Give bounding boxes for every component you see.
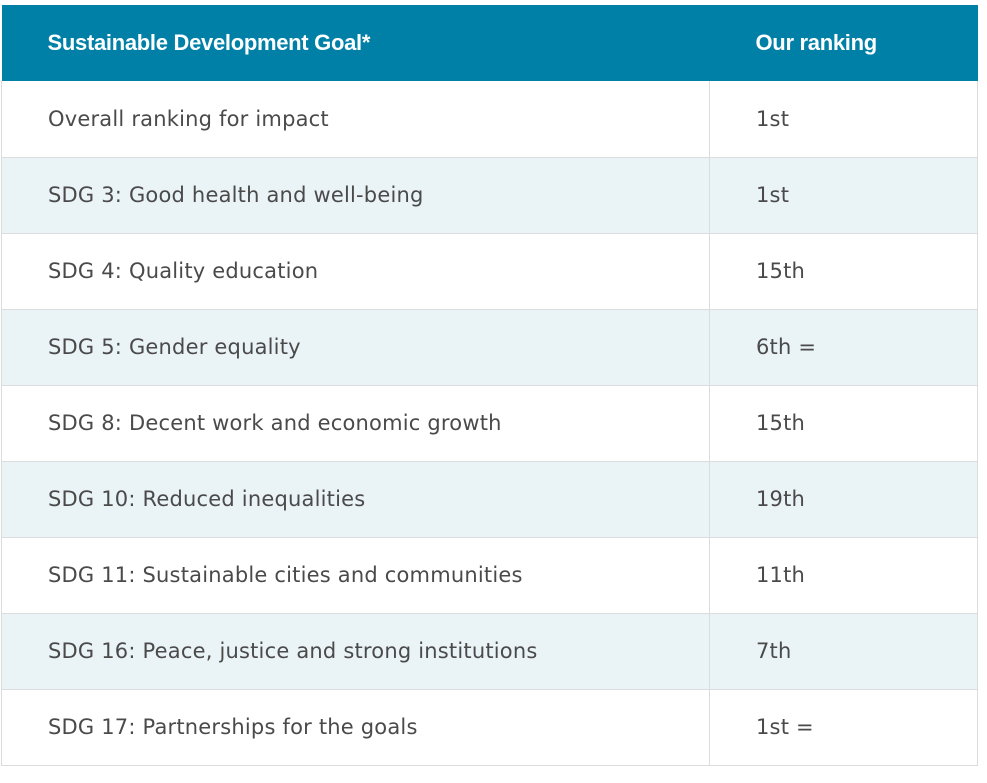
goal-cell: SDG 11: Sustainable cities and communiti…	[1, 537, 710, 614]
sdg-ranking-table-container: Sustainable Development Goal* Our rankin…	[1, 5, 978, 766]
header-ranking: Our ranking	[709, 5, 978, 81]
table-row: SDG 3: Good health and well-being 1st	[1, 157, 978, 234]
ranking-cell: 15th	[709, 233, 978, 310]
header-row: Sustainable Development Goal* Our rankin…	[1, 5, 978, 81]
table-row: SDG 4: Quality education 15th	[1, 233, 978, 310]
goal-cell: SDG 3: Good health and well-being	[1, 157, 710, 234]
ranking-cell: 15th	[709, 385, 978, 462]
goal-cell: Overall ranking for impact	[1, 81, 710, 158]
header-goal: Sustainable Development Goal*	[1, 5, 710, 81]
table-row: SDG 8: Decent work and economic growth 1…	[1, 385, 978, 462]
ranking-cell: 7th	[709, 613, 978, 690]
table-row: SDG 11: Sustainable cities and communiti…	[1, 537, 978, 614]
table-header: Sustainable Development Goal* Our rankin…	[1, 5, 978, 81]
ranking-cell: 1st	[709, 157, 978, 234]
ranking-cell: 1st =	[709, 689, 978, 766]
table-body: Overall ranking for impact 1st SDG 3: Go…	[1, 81, 978, 766]
table-row: SDG 10: Reduced inequalities 19th	[1, 461, 978, 538]
goal-cell: SDG 16: Peace, justice and strong instit…	[1, 613, 710, 690]
ranking-cell: 6th =	[709, 309, 978, 386]
sdg-ranking-table: Sustainable Development Goal* Our rankin…	[1, 5, 978, 766]
table-row: SDG 17: Partnerships for the goals 1st =	[1, 689, 978, 766]
goal-cell: SDG 17: Partnerships for the goals	[1, 689, 710, 766]
goal-cell: SDG 8: Decent work and economic growth	[1, 385, 710, 462]
ranking-cell: 11th	[709, 537, 978, 614]
goal-cell: SDG 4: Quality education	[1, 233, 710, 310]
ranking-cell: 1st	[709, 81, 978, 158]
goal-cell: SDG 5: Gender equality	[1, 309, 710, 386]
goal-cell: SDG 10: Reduced inequalities	[1, 461, 710, 538]
table-row: SDG 16: Peace, justice and strong instit…	[1, 613, 978, 690]
ranking-cell: 19th	[709, 461, 978, 538]
table-row: Overall ranking for impact 1st	[1, 81, 978, 158]
table-row: SDG 5: Gender equality 6th =	[1, 309, 978, 386]
